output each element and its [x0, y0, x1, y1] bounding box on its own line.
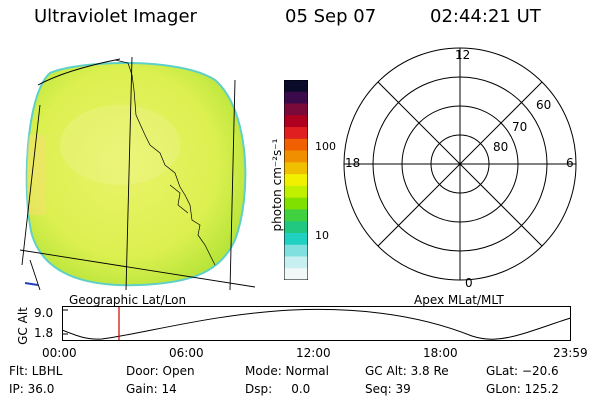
- colorbar-segment: [284, 150, 308, 163]
- info-ip: IP: 36.0: [9, 382, 55, 396]
- altitude-ylabel: GC Alt: [16, 307, 30, 345]
- colorbar-tick-100: 100: [315, 140, 336, 153]
- mlt-label-18: 18: [345, 156, 361, 170]
- info-dsp: Dsp: 0.0: [245, 382, 311, 396]
- altitude-curve: [62, 308, 572, 340]
- info-mode: Mode: Normal: [245, 364, 329, 378]
- dayglow-bright-patch: [26, 135, 46, 215]
- colorbar-segment: [284, 174, 308, 187]
- info-gc-alt: GC Alt: 3.8 Re: [365, 364, 449, 378]
- colorbar-segment: [284, 244, 308, 257]
- colorbar-segment: [284, 185, 308, 199]
- colorbar-segment: [284, 103, 308, 116]
- altitude-plot: [62, 306, 572, 341]
- info-gain: Gain: 14: [126, 382, 177, 396]
- date-label: 05 Sep 07: [285, 6, 377, 27]
- colorbar-segment: [284, 256, 308, 269]
- lat-label-70: 70: [512, 120, 528, 134]
- altitude-xtick-4: 23:59: [553, 346, 588, 360]
- mlt-label-0: 0: [465, 276, 473, 290]
- instrument-title: Ultraviolet Imager: [34, 6, 197, 27]
- colorbar-segment: [284, 232, 308, 246]
- colorbar-segment: [284, 91, 308, 105]
- colorbar-tick-10: 10: [315, 229, 329, 242]
- colorbar-segment: [284, 162, 308, 175]
- lat-label-60: 60: [536, 98, 552, 112]
- colorbar-segment: [284, 221, 308, 234]
- altitude-ytick-min: 1.8: [34, 326, 54, 340]
- polar-plot: [343, 47, 577, 281]
- apex-label: Apex MLat/MLT: [414, 293, 504, 307]
- colorbar: [284, 80, 308, 280]
- colorbar-segment: [284, 115, 308, 128]
- colorbar-unit-label: photon cm⁻²s⁻¹: [270, 138, 284, 232]
- coastline: [114, 59, 216, 266]
- colorbar-segment: [284, 268, 308, 280]
- colorbar-segment: [284, 197, 308, 210]
- altitude-xtick-1: 06:00: [169, 346, 204, 360]
- altitude-ytick-max: 9.0: [34, 306, 54, 320]
- time-label: 02:44:21 UT: [430, 6, 541, 27]
- altitude-xtick-0: 00:00: [42, 346, 77, 360]
- geographic-label: Geographic Lat/Lon: [69, 293, 187, 307]
- info-door: Door: Open: [126, 364, 195, 378]
- lat-label-80: 80: [493, 140, 509, 154]
- altitude-xtick-3: 18:00: [423, 346, 458, 360]
- info-seq: Seq: 39: [365, 382, 411, 396]
- info-glon: GLon: 125.2: [486, 382, 559, 396]
- colorbar-segment: [284, 138, 308, 152]
- colorbar-segment: [284, 127, 308, 140]
- geographic-grid: [20, 56, 255, 290]
- info-flt: Flt: LBHL: [9, 364, 63, 378]
- mlt-label-6: 6: [566, 156, 574, 170]
- mlt-label-12: 12: [455, 48, 471, 62]
- info-glat: GLat: −20.6: [486, 364, 559, 378]
- uv-image: [20, 56, 255, 290]
- colorbar-segment: [284, 209, 308, 222]
- colorbar-segment: [284, 80, 308, 93]
- altitude-xtick-2: 12:00: [296, 346, 331, 360]
